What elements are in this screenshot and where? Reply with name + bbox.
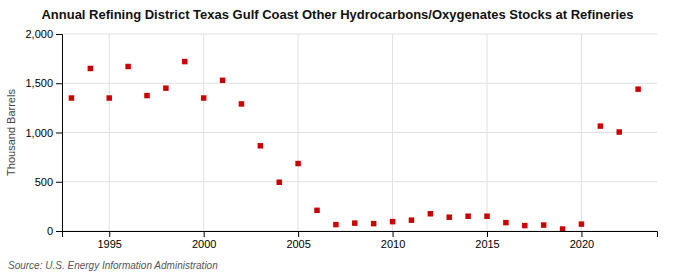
x-tick-mark [393,231,394,237]
point [88,66,93,71]
y-tick-label: 1,500 [25,77,53,89]
point [295,161,300,166]
point [125,64,130,69]
y-axis: 0 500 1,000 1,500 2,000 [25,28,62,237]
x-grid-line [392,34,393,231]
x-grid-line [109,34,110,231]
x-tick-label: 2015 [475,238,499,250]
points [69,59,641,231]
point [276,180,281,185]
x-tick: 2015 [475,231,499,250]
y-tick: 1,000 [25,127,62,139]
x-tick-label: 2010 [381,238,405,250]
y-tick: 1,500 [25,77,62,89]
x-grid-line [487,34,488,231]
x-tick-mark [581,231,582,237]
point [522,223,527,228]
plot-area: 1995 2000 2005 2010 2015 2020 0 500 1,000 1,500 2,… [25,28,657,250]
y-tick-label: 0 [47,225,53,237]
point [314,208,319,213]
point [258,143,263,148]
point [465,213,470,218]
x-tick-label: 2005 [286,238,310,250]
point [182,59,187,64]
x-tick-mark [204,231,205,237]
point [616,129,621,134]
x-tick: 2010 [381,231,405,250]
y-tick: 2,000 [25,28,62,40]
y-tick-label: 500 [35,176,53,188]
y-axis-title: Thousand Barrels [5,89,17,176]
point [144,93,149,98]
point [598,123,603,128]
y-tick-label: 2,000 [25,28,53,40]
y-grid-line [62,83,657,84]
source: Source: U.S. Energy Information Administ… [8,260,218,271]
x-tick-mark [487,231,488,237]
x-tick: 2000 [192,231,216,250]
point [163,85,168,90]
y-axis-line [56,35,63,232]
y-grid-line [62,34,657,35]
y-grid-line [62,181,657,182]
x-grid-line [581,34,582,231]
point [390,219,395,224]
point [106,95,111,100]
x-tick-mark [298,231,299,237]
x-grid-line [298,34,299,231]
y-tick-label: 1,000 [25,127,53,139]
point [484,213,489,218]
x-grid-line [203,34,204,231]
point [579,221,584,226]
point [541,222,546,227]
point [560,226,565,231]
point [69,95,74,100]
point [333,222,338,227]
y-tick-mark [56,182,62,183]
y-tick: 0 [47,225,62,237]
point [239,101,244,106]
x-axis-line [63,232,658,238]
x-tick: 2005 [286,231,310,250]
y-tick-mark [56,231,62,232]
x-tick: 1995 [97,231,121,250]
point [428,211,433,216]
y-grid-line [62,132,657,133]
title: Annual Refining District Texas Gulf Coas… [41,7,633,22]
point [371,221,376,226]
point [352,220,357,225]
x-tick-label: 2020 [570,238,594,250]
x-tick-label: 2000 [192,238,216,250]
point [220,78,225,83]
point [409,217,414,222]
point [201,95,206,100]
y-tick-mark [56,83,62,84]
point [446,214,451,219]
point [635,86,640,91]
y-tick-mark [56,34,62,35]
point [503,220,508,225]
x-tick: 2020 [570,231,594,250]
chart: 1995 2000 2005 2010 2015 2020 0 500 1,000 1,500 2,… [0,0,675,275]
x-tick-label: 1995 [97,238,121,250]
grid [62,34,657,231]
x-axis: 1995 2000 2005 2010 2015 2020 [63,231,658,250]
x-tick-mark [109,231,110,237]
y-tick: 500 [35,176,62,188]
y-tick-mark [56,133,62,134]
